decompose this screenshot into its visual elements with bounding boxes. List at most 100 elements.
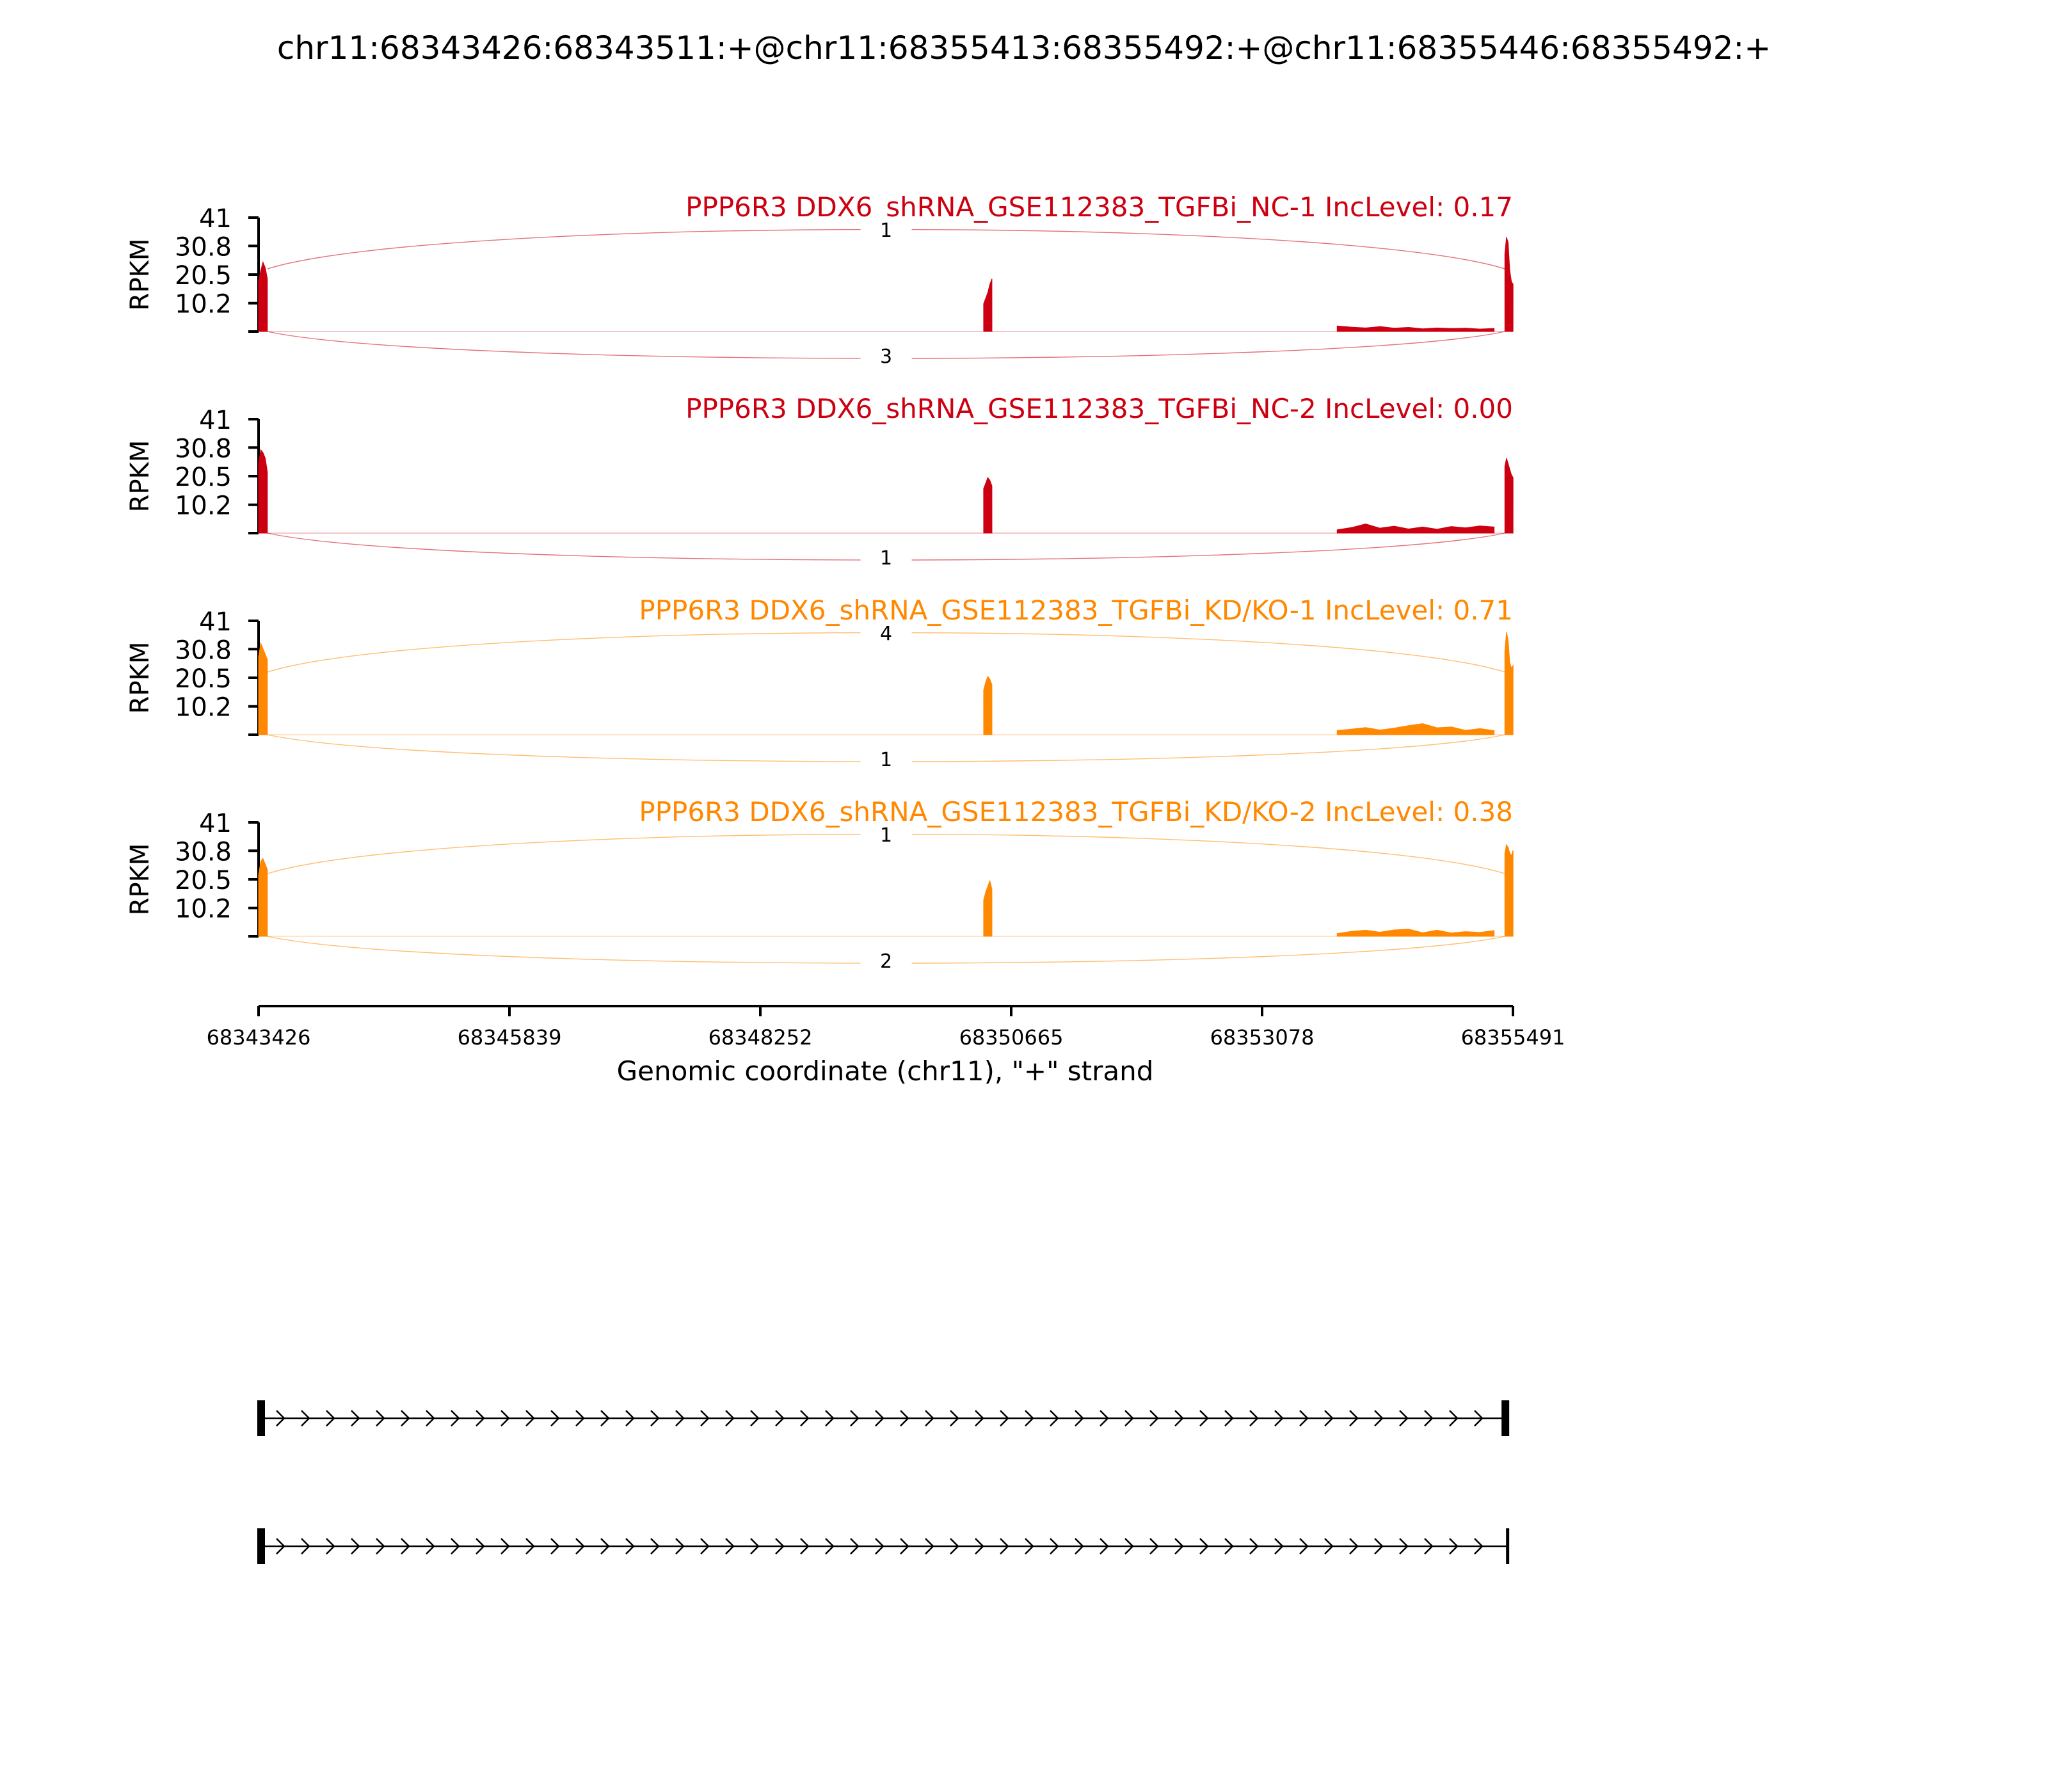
strand-arrow-icon: [1374, 1410, 1384, 1427]
strand-arrow-icon: [1299, 1410, 1309, 1427]
strand-arrow-icon: [1274, 1410, 1284, 1427]
y-axis-label: RPKM: [125, 239, 155, 311]
x-tick-label: 68343426: [207, 1025, 311, 1050]
strand-arrow-icon: [1299, 1538, 1309, 1555]
strand-arrow-icon: [326, 1538, 335, 1555]
strand-arrow-icon: [850, 1538, 860, 1555]
y-tick-label: 20.5: [175, 261, 232, 291]
strand-arrow-icon: [1249, 1538, 1259, 1555]
junction-label-bg: [860, 546, 912, 568]
junction-label-bg: [860, 622, 912, 644]
strand-arrow-icon: [675, 1410, 685, 1427]
junction-count-lower: 1: [880, 749, 892, 771]
coverage-peak: [983, 879, 993, 937]
strand-arrow-icon: [750, 1538, 760, 1555]
strand-arrow-icon: [476, 1410, 485, 1427]
strand-arrow-icon: [326, 1410, 335, 1427]
track-title: PPP6R3 DDX6_shRNA_GSE112383_TGFBi_KD/KO-…: [639, 595, 1513, 626]
y-tick-label: 41: [199, 809, 232, 838]
y-tick-label: 41: [199, 406, 232, 435]
strand-arrow-icon: [276, 1538, 285, 1555]
strand-arrow-icon: [1399, 1410, 1409, 1427]
junction-label-bg: [860, 748, 912, 769]
strand-arrow-icon: [975, 1410, 984, 1427]
coverage-peak: [1504, 458, 1514, 534]
coverage-peak: [1336, 929, 1495, 937]
strand-arrow-icon: [825, 1410, 835, 1427]
strand-arrow-icon: [1149, 1410, 1159, 1427]
strand-arrow-icon: [1075, 1538, 1084, 1555]
strand-arrow-icon: [950, 1538, 959, 1555]
coverage-peak: [1504, 632, 1514, 735]
strand-arrow-icon: [750, 1410, 760, 1427]
junction-count-lower: 2: [880, 950, 892, 973]
junction-label-bg: [860, 219, 912, 241]
strand-arrow-icon: [1449, 1538, 1459, 1555]
strand-arrow-icon: [1174, 1538, 1184, 1555]
strand-arrow-icon: [650, 1410, 660, 1427]
strand-arrow-icon: [1124, 1410, 1134, 1427]
coverage-peak: [983, 675, 993, 735]
strand-arrow-icon: [500, 1538, 510, 1555]
strand-arrow-icon: [800, 1538, 810, 1555]
strand-arrow-icon: [825, 1538, 835, 1555]
junction-count-lower: 1: [880, 547, 892, 570]
coverage-peak: [258, 641, 268, 735]
strand-arrow-icon: [1224, 1410, 1234, 1427]
strand-arrow-icon: [351, 1538, 360, 1555]
y-axis-label: RPKM: [125, 642, 155, 714]
strand-arrow-icon: [850, 1410, 860, 1427]
strand-arrow-icon: [1199, 1538, 1209, 1555]
strand-arrow-icon: [401, 1410, 410, 1427]
x-tick-label: 68355491: [1461, 1025, 1565, 1050]
strand-arrow-icon: [925, 1410, 934, 1427]
coverage-peak: [983, 477, 993, 534]
y-tick-label: 30.8: [175, 232, 232, 262]
strand-arrow-icon: [351, 1410, 360, 1427]
junction-count-upper: 1: [880, 220, 892, 242]
strand-arrow-icon: [600, 1538, 610, 1555]
strand-arrow-icon: [1174, 1410, 1184, 1427]
y-tick-label: 30.8: [175, 434, 232, 463]
strand-arrow-icon: [1100, 1538, 1109, 1555]
exon-block: [257, 1400, 265, 1436]
strand-arrow-icon: [1025, 1538, 1034, 1555]
strand-arrow-icon: [451, 1410, 460, 1427]
strand-arrow-icon: [1050, 1538, 1059, 1555]
strand-arrow-icon: [725, 1538, 735, 1555]
coverage-peak: [1336, 524, 1495, 534]
track-title: PPP6R3 DDX6_shRNA_GSE112383_TGFBi_NC-1 I…: [685, 191, 1513, 223]
y-tick-label: 10.2: [175, 693, 232, 723]
strand-arrow-icon: [950, 1410, 959, 1427]
strand-arrow-icon: [1349, 1410, 1359, 1427]
strand-arrow-icon: [775, 1538, 785, 1555]
y-axis-label: RPKM: [125, 440, 155, 513]
strand-arrow-icon: [700, 1538, 710, 1555]
x-tick-label: 68350665: [959, 1025, 1064, 1050]
coverage-peak: [1336, 723, 1495, 735]
strand-arrow-icon: [500, 1410, 510, 1427]
strand-arrow-icon: [1050, 1410, 1059, 1427]
junction-label-bg: [860, 949, 912, 971]
isoform-1: [257, 1400, 1510, 1436]
strand-arrow-icon: [1025, 1410, 1034, 1427]
strand-arrow-icon: [625, 1410, 635, 1427]
strand-arrow-icon: [550, 1538, 560, 1555]
strand-arrow-icon: [650, 1538, 660, 1555]
strand-arrow-icon: [525, 1410, 535, 1427]
exon-block: [1506, 1528, 1510, 1564]
y-tick-label: 10.2: [175, 492, 232, 521]
strand-arrow-icon: [700, 1410, 710, 1427]
strand-arrow-icon: [1000, 1410, 1009, 1427]
strand-arrow-icon: [1474, 1538, 1484, 1555]
coverage-peak: [1504, 844, 1514, 937]
figure-title: chr11:68343426:68343511:+@chr11:68355413…: [277, 29, 1771, 67]
strand-arrow-icon: [725, 1410, 735, 1427]
junction-count-upper: 1: [880, 824, 892, 847]
y-tick-label: 10.2: [175, 290, 232, 319]
strand-arrow-icon: [276, 1410, 285, 1427]
strand-arrow-icon: [675, 1538, 685, 1555]
